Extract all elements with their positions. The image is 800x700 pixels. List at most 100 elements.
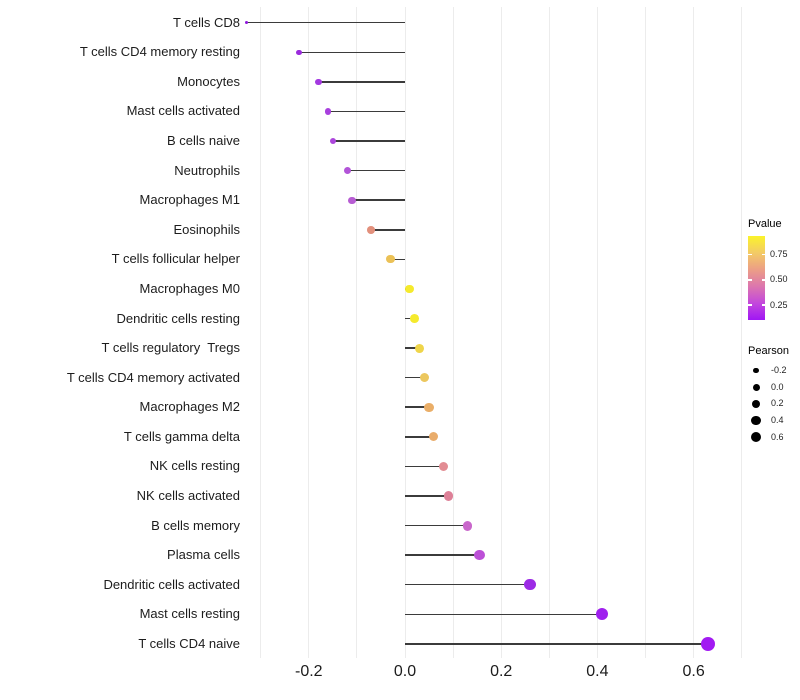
lollipop-dot: [296, 49, 302, 56]
x-axis-tick-label: -0.2: [295, 663, 323, 680]
gridline: [741, 7, 743, 658]
y-axis-label: Mast cells activated: [126, 103, 240, 119]
y-axis-label: T cells CD4 memory activated: [66, 369, 240, 385]
lollipop-stem: [371, 229, 405, 231]
lollipop-stem: [405, 554, 480, 556]
colorbar-tick-label: 0.50: [770, 274, 788, 285]
y-axis-label: NK cells activated: [136, 487, 240, 503]
gridline: [308, 7, 310, 658]
pearson-legend-dot: [753, 367, 759, 374]
lollipop-dot: [414, 343, 424, 353]
lollipop-stem: [352, 199, 405, 201]
lollipop-dot: [419, 373, 429, 383]
y-axis-label: Neutrophils: [174, 162, 240, 178]
y-axis-label: Macrophages M2: [139, 399, 240, 415]
lollipop-stem: [318, 81, 405, 83]
pvalue-legend-title: Pvalue: [748, 218, 782, 230]
y-axis-label: Dendritic cells activated: [103, 576, 240, 592]
pearson-legend-label: 0.6: [771, 431, 784, 442]
lollipop-stem: [405, 643, 709, 645]
lollipop-stem: [405, 376, 425, 379]
y-axis-label: Eosinophils: [173, 221, 241, 237]
lollipop-stem: [299, 51, 405, 54]
gridline: [500, 7, 502, 658]
y-axis-label: T cells follicular helper: [111, 251, 240, 267]
lollipop-dot: [429, 432, 439, 442]
lollipop-dot: [596, 608, 609, 621]
colorbar-tick-label: 0.75: [770, 249, 788, 260]
lollipop-dot: [405, 284, 415, 294]
lollipop-stem: [246, 21, 405, 24]
lollipop-dot: [244, 21, 248, 25]
colorbar-tick: [761, 304, 765, 306]
lollipop-stem: [405, 583, 531, 586]
y-axis-label: Macrophages M0: [139, 280, 240, 296]
pearson-legend-dot: [751, 399, 761, 408]
pearson-legend-title: Pearson: [748, 345, 789, 357]
lollipop-dot: [462, 520, 473, 531]
pvalue-colorbar: [748, 236, 765, 320]
x-axis-tick-label: 0.6: [682, 663, 705, 680]
colorbar-tick: [761, 279, 765, 281]
lollipop-dot: [438, 461, 449, 472]
y-axis-label: NK cells resting: [149, 458, 240, 474]
lollipop-dot: [348, 196, 356, 204]
y-axis-label: Macrophages M1: [139, 192, 240, 208]
lollipop-stem: [390, 258, 405, 261]
lollipop-dot: [315, 78, 322, 85]
lollipop-stem: [405, 524, 468, 527]
lollipop-dot: [386, 255, 395, 264]
gridline: [645, 7, 646, 658]
lollipop-dot: [524, 579, 536, 591]
x-axis-tick-label: 0.0: [393, 663, 417, 680]
colorbar-tick: [748, 304, 752, 306]
y-axis-label: T cells CD8: [173, 14, 240, 30]
lollipop-stem: [405, 347, 420, 349]
colorbar-tick: [748, 279, 752, 281]
lollipop-stem: [328, 110, 405, 113]
lollipop-dot: [424, 402, 434, 412]
lollipop-stem: [405, 613, 603, 616]
y-axis-label: T cells gamma delta: [123, 428, 240, 444]
y-axis-label: B cells naive: [167, 133, 240, 149]
gridline: [356, 7, 358, 658]
lollipop-dot: [324, 108, 332, 115]
y-axis-label: T cells regulatory Tregs: [101, 340, 240, 356]
gridline: [548, 7, 550, 658]
y-axis-label: B cells memory: [151, 517, 240, 533]
y-axis-label: Dendritic cells resting: [116, 310, 240, 326]
lollipop-stem: [347, 169, 405, 172]
colorbar-tick-label: 0.25: [770, 299, 788, 310]
lollipop-dot: [367, 225, 376, 234]
y-axis-label: Plasma cells: [167, 547, 240, 563]
lollipop-dot: [329, 137, 337, 145]
y-axis-label: T cells CD4 naive: [138, 635, 240, 651]
pearson-legend-dot: [752, 383, 760, 391]
lollipop-dot: [443, 491, 454, 501]
pearson-legend-dot: [751, 415, 761, 426]
y-axis-label: Monocytes: [177, 73, 240, 89]
lollipop-dot: [410, 314, 419, 323]
lollipop-dot: [343, 167, 351, 175]
gridline: [260, 7, 262, 658]
pearson-legend-label: 0.4: [771, 415, 784, 426]
y-axis-label: T cells CD4 memory resting: [79, 44, 240, 60]
lollipop-stem: [405, 495, 449, 497]
lollipop-dot: [474, 550, 485, 561]
x-axis-tick-label: 0.4: [586, 663, 609, 680]
pearson-legend-label: 0.2: [771, 398, 784, 409]
y-axis-label: Mast cells resting: [139, 606, 240, 622]
lollipop-stem: [332, 140, 405, 142]
lollipop-stem: [405, 465, 444, 468]
gridline: [693, 7, 695, 658]
colorbar-tick: [748, 253, 752, 256]
gridline: [596, 7, 598, 658]
lollipop-stem: [405, 317, 415, 320]
gridline: [452, 7, 454, 658]
gridline: [404, 7, 406, 658]
pearson-legend-label: 0.0: [771, 381, 784, 392]
pearson-legend-label: -0.2: [771, 364, 787, 375]
lollipop-stem: [405, 406, 430, 408]
x-axis-tick-label: 0.2: [490, 663, 513, 680]
